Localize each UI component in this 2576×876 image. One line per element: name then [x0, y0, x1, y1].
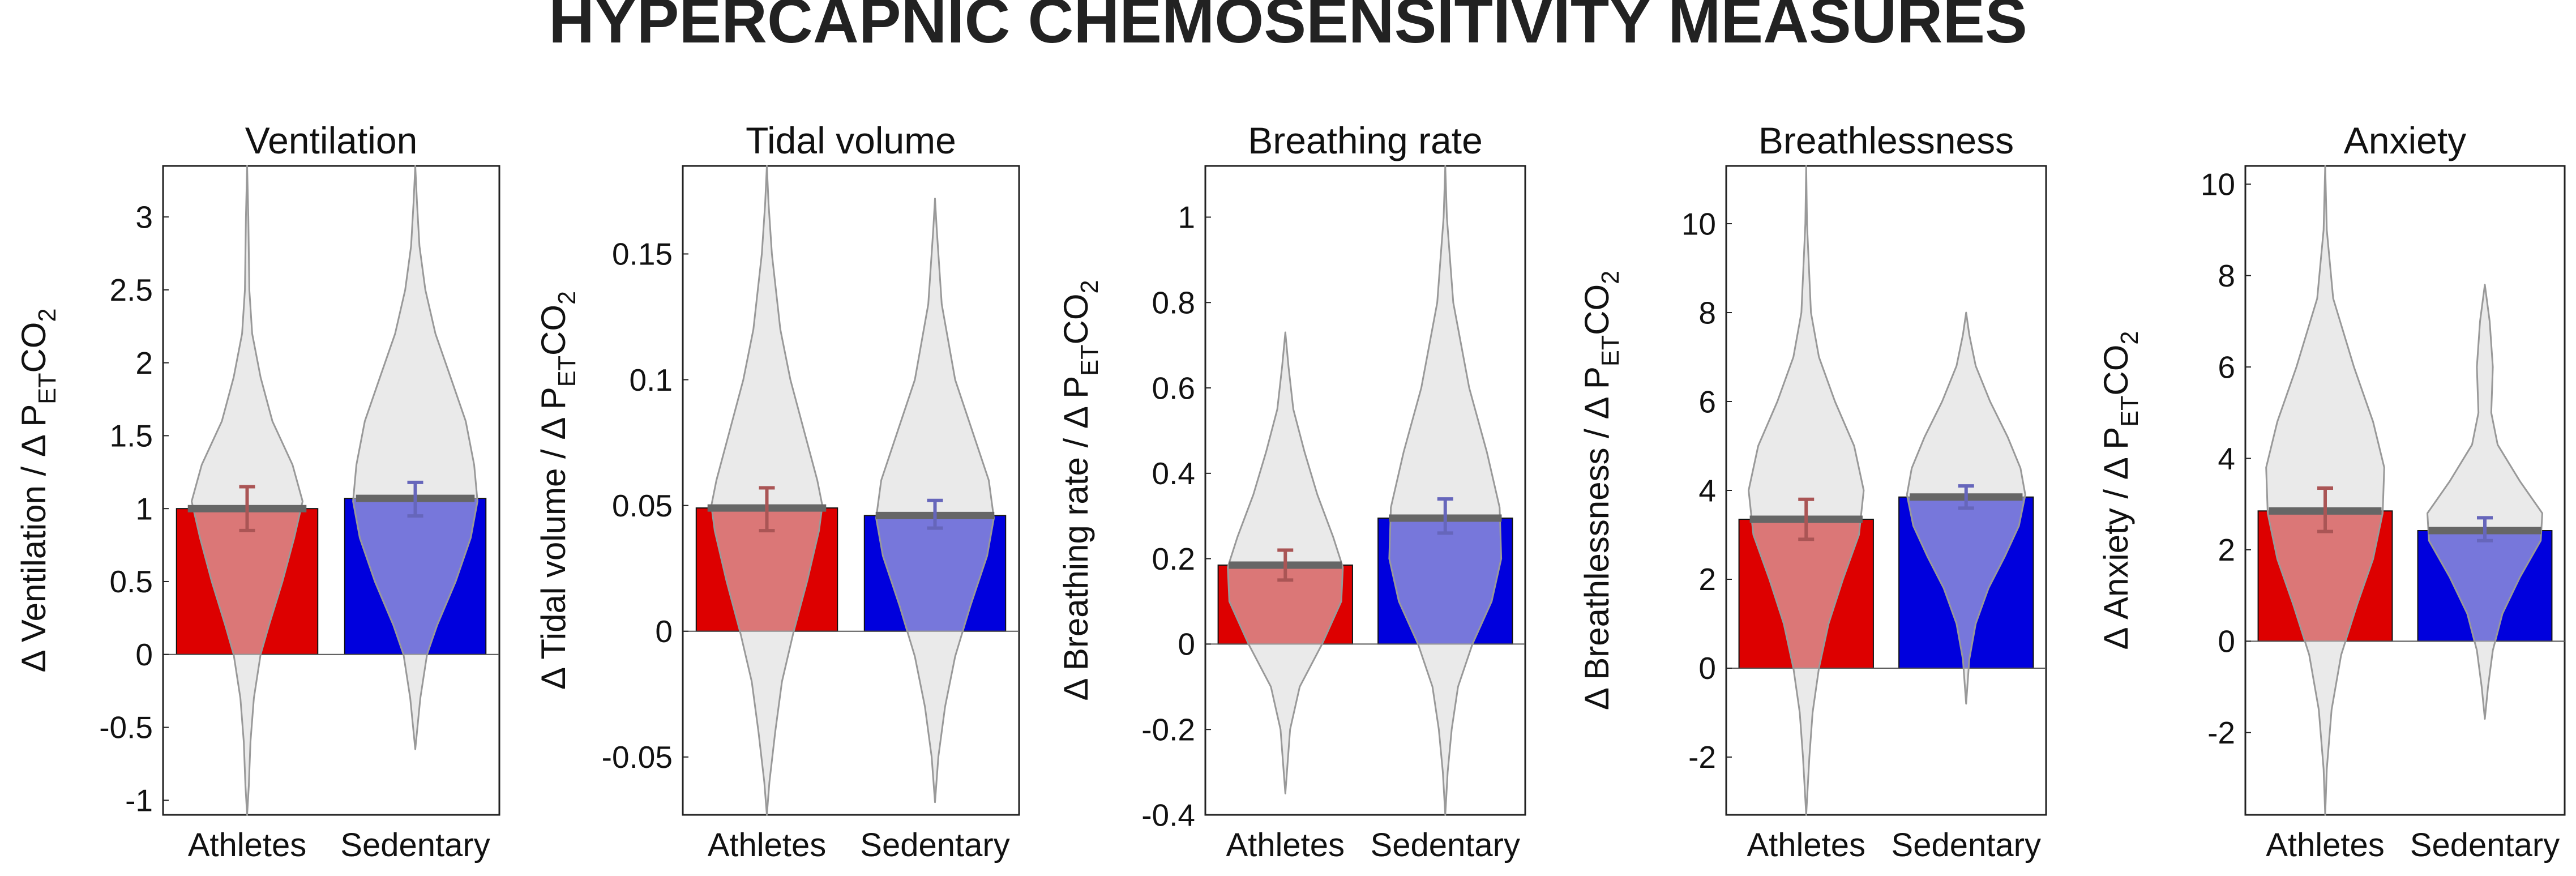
y-tick-label: 2	[2218, 532, 2235, 567]
violin-athletes	[1748, 165, 1865, 816]
x-category-label: Athletes	[708, 827, 827, 864]
y-tick-label: 2	[1698, 562, 1716, 597]
y-axis-label: Δ Ventilation / Δ PETCO2	[15, 308, 61, 672]
x-category-label: Athletes	[188, 827, 307, 864]
y-tick-label: -0.5	[99, 710, 153, 745]
chart-panel-1: -1 -0.5 0 0.5 1 1.5 2 2.5 3 Athletes Sedentary Vent…	[15, 119, 500, 864]
error-bar-sedentary	[927, 498, 943, 530]
y-axis-label: Δ Breathlessness / Δ PETCO2	[1578, 271, 1624, 710]
y-tick-label: -2	[1688, 740, 1716, 775]
violin-sedentary	[2427, 284, 2543, 720]
y-tick-label: 6	[1698, 384, 1716, 419]
y-tick-label: -2	[2207, 715, 2235, 750]
x-category-label: Sedentary	[1892, 827, 2041, 864]
chart-panel-2: -0.05 0 0.05 0.1 0.15 Athletes Sedentary Tidal …	[534, 119, 1020, 864]
y-tick-label: 0.2	[1152, 541, 1195, 576]
x-category-label: Athletes	[1226, 827, 1345, 864]
y-tick-label: 6	[2218, 349, 2235, 384]
chart-panels: -1 -0.5 0 0.5 1 1.5 2 2.5 3 Athletes Sedentary Vent…	[15, 119, 2566, 864]
y-tick-label: 10	[1681, 206, 1716, 241]
y-tick-label: 1	[135, 491, 153, 526]
y-axis-label: Δ Breathing rate / Δ PETCO2	[1057, 280, 1103, 700]
x-category-label: Athletes	[2266, 827, 2385, 864]
y-tick-label: 1.5	[110, 418, 153, 454]
y-tick-label: 0.15	[612, 237, 673, 272]
y-tick-label: 2.5	[110, 272, 153, 307]
y-tick-label: 8	[1698, 295, 1716, 330]
y-tick-label: 0.8	[1152, 285, 1195, 321]
y-tick-label: -1	[125, 783, 153, 818]
y-tick-label: 0	[655, 614, 673, 649]
y-tick-label: 1	[1178, 200, 1195, 235]
x-category-label: Sedentary	[340, 827, 490, 864]
y-tick-label: 3	[135, 199, 153, 234]
error-bar-athletes	[239, 485, 255, 532]
error-bar-sedentary	[1958, 484, 1974, 510]
y-tick-label: -0.05	[602, 740, 673, 775]
y-tick-label: 2	[135, 345, 153, 381]
y-tick-label: 0.6	[1152, 370, 1195, 405]
x-category-label: Athletes	[1747, 827, 1865, 864]
x-category-label: Sedentary	[860, 827, 1009, 864]
figure-title: HYPERCAPNIC CHEMOSENSITIVITY MEASURES	[549, 0, 2027, 56]
y-tick-label: 0	[2218, 624, 2235, 659]
panel-title: Breathing rate	[1248, 119, 1483, 161]
y-tick-label: 0.4	[1152, 456, 1195, 491]
y-axis-label: Δ Tidal volume / Δ PETCO2	[534, 291, 581, 690]
y-axis-label: Δ Anxiety / Δ PETCO2	[2097, 331, 2143, 650]
x-category-label: Sedentary	[1371, 827, 1520, 864]
violin-sedentary	[352, 165, 478, 750]
y-tick-label: 10	[2201, 167, 2235, 202]
y-tick-label: 0.1	[630, 362, 673, 398]
chart-panel-5: -2 0 2 4 6 8 10 Athletes Sedentary Anxiety Δ Anxie…	[2097, 119, 2566, 864]
error-bar-sedentary	[407, 480, 423, 518]
panel-title: Anxiety	[2344, 119, 2466, 161]
y-tick-label: 0.5	[110, 564, 153, 599]
error-bar-sedentary	[2477, 516, 2493, 542]
error-bar-athletes	[759, 486, 775, 533]
chart-panel-4: -2 0 2 4 6 8 10 Athletes Sedentary Breathlessness…	[1578, 119, 2047, 864]
y-tick-label: 4	[1698, 473, 1716, 508]
y-tick-label: -0.4	[1141, 797, 1195, 832]
y-tick-label: 0	[135, 637, 153, 672]
y-tick-label: 4	[2218, 441, 2235, 476]
error-bar-athletes	[1277, 548, 1294, 582]
y-tick-label: 0	[1178, 627, 1195, 662]
error-bar-athletes	[2317, 486, 2333, 533]
violin-sedentary	[1388, 165, 1503, 816]
x-category-label: Sedentary	[2410, 827, 2560, 864]
y-tick-label: 0.05	[612, 488, 673, 523]
y-tick-label: 8	[2218, 258, 2235, 293]
error-bar-athletes	[1798, 497, 1815, 541]
y-tick-label: 0	[1698, 651, 1716, 686]
chart-panel-3: -0.4 -0.2 0 0.2 0.4 0.6 0.8 1 Athletes Sedentary B…	[1057, 119, 1526, 864]
y-tick-label: -0.2	[1141, 712, 1195, 747]
panel-title: Breathlessness	[1758, 119, 2014, 161]
error-bar-sedentary	[1437, 497, 1453, 535]
panel-title: Tidal volume	[746, 119, 956, 161]
panel-title: Ventilation	[245, 119, 418, 161]
